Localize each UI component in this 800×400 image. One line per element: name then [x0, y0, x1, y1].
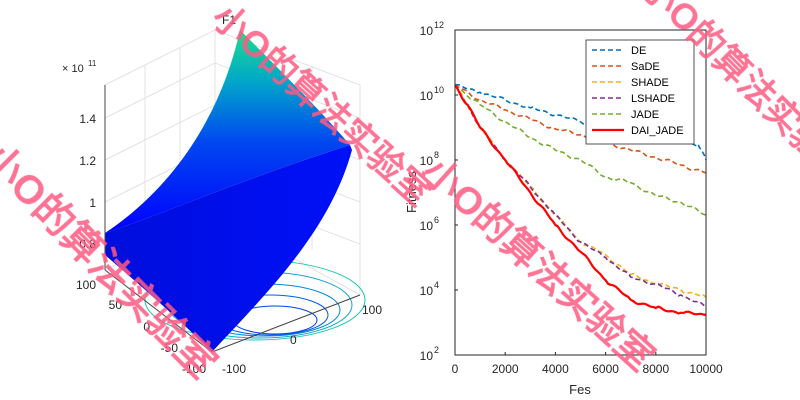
- legend-label: JADE: [631, 109, 659, 121]
- surface-plot: F1 × 10 11 0.8 1 1.2 1.4 100 50 0 -50 -1…: [62, 13, 382, 376]
- x-tick-label: 100: [76, 278, 96, 292]
- x-tick-label: 6000: [592, 362, 619, 376]
- x-tick-label: 0: [452, 362, 459, 376]
- legend-label: DAI_JADE: [631, 125, 684, 137]
- y-tick-label: 10: [420, 89, 434, 103]
- x-tick-label: 0: [143, 320, 150, 334]
- plot-frame: [454, 29, 707, 356]
- y-axis-label: Fitness: [404, 171, 419, 213]
- x-tick-label: 10000: [689, 362, 723, 376]
- legend-label: DE: [631, 45, 646, 57]
- x-axis: 0 2000 4000 6000 8000 10000: [452, 352, 723, 376]
- surface-shading: [105, 145, 352, 352]
- y-tick-label: 100: [362, 303, 382, 317]
- legend-box: [585, 39, 695, 145]
- surface-axes: [104, 85, 361, 353]
- series-layer: [454, 83, 707, 317]
- y-tick-exponent: 2: [434, 345, 439, 355]
- series-line-lshade: [454, 84, 707, 308]
- z-tick-label: 1.2: [79, 154, 96, 168]
- y-tick-exponent: 8: [434, 150, 439, 160]
- y-tick-label: 10: [420, 284, 434, 298]
- x-tick-label: 2000: [492, 362, 519, 376]
- y-tick-label: 10: [420, 219, 434, 233]
- z-tick-label: 0.8: [79, 237, 96, 251]
- y-tick-label: 10: [420, 24, 434, 38]
- svg-text:11: 11: [88, 59, 97, 68]
- y-tick-exponent: 6: [434, 215, 439, 225]
- y-tick-exponent: 4: [434, 280, 439, 290]
- y-tick-label: 0: [290, 333, 297, 347]
- series-line-sade: [454, 84, 707, 174]
- y-tick-exponent: 12: [434, 20, 444, 30]
- svg-text:× 10: × 10: [62, 63, 84, 75]
- x-tick-label: 4000: [542, 362, 569, 376]
- x-axis-label: Fes: [569, 382, 591, 397]
- legend-label: SaDE: [631, 61, 660, 73]
- x-tick-label: -50: [161, 341, 179, 355]
- surface-title: F1: [222, 13, 236, 27]
- y-tick-exponent: 10: [434, 85, 444, 95]
- y-tick-label: -100: [222, 362, 246, 376]
- x-tick-label: 50: [109, 298, 123, 312]
- x-tick-label: -100: [182, 362, 206, 376]
- y-tick-label: 10: [420, 154, 434, 168]
- x-tick-label: 8000: [642, 362, 669, 376]
- z-tick-label: 1.4: [79, 112, 96, 126]
- surface-top-face: [105, 30, 350, 233]
- y-tick-label: 10: [420, 349, 434, 363]
- z-tick-label: 1: [89, 196, 96, 210]
- legend-label: SHADE: [631, 77, 669, 89]
- series-line-de: [454, 83, 707, 161]
- legend: DE SaDE SHADE LSHADE JADE DAI_JADE: [585, 39, 695, 145]
- legend-label: LSHADE: [631, 93, 675, 105]
- surface-exponent: × 10 11: [62, 59, 97, 75]
- series-line-dai-jade: [454, 84, 707, 317]
